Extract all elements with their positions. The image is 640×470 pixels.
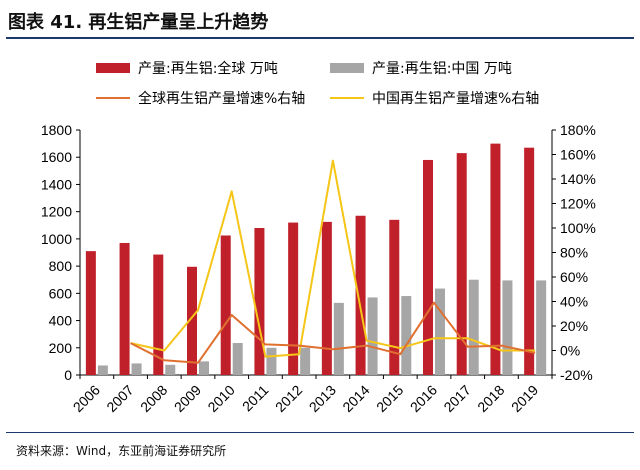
- left-tick-label: 800: [49, 258, 73, 274]
- x-tick-label: 2013: [306, 382, 339, 415]
- left-tick-label: 1200: [41, 204, 72, 220]
- title-bar: 图表 41. 再生铝产量呈上升趋势: [0, 0, 640, 40]
- bar-china: [232, 343, 243, 375]
- x-tick-label: 2011: [239, 382, 272, 415]
- bar-global: [119, 242, 130, 375]
- left-tick-label: 0: [64, 367, 72, 383]
- bar-china: [131, 363, 142, 375]
- x-tick-label: 2008: [137, 382, 170, 415]
- bar-global: [490, 143, 501, 375]
- legend-label-china-line: 中国再生铝产量增速%右轴: [372, 91, 540, 107]
- legend-item-china-bar: 产量:再生铝:中国 万吨: [330, 58, 512, 78]
- x-tick-label: 2010: [204, 382, 237, 415]
- right-tick-label: 120%: [560, 196, 596, 212]
- x-tick-label: 2014: [339, 382, 372, 415]
- legend-label-global-line: 全球再生铝产量增速%右轴: [138, 91, 306, 107]
- legend-label-global-bar: 产量:再生铝:全球 万吨: [138, 61, 278, 77]
- legend-item-global-line: 全球再生铝产量增速%右轴: [96, 88, 305, 108]
- right-tick-label: 20%: [560, 318, 588, 334]
- bar-china: [435, 288, 445, 375]
- left-tick-label: 1400: [41, 176, 72, 192]
- right-tick-label: 60%: [560, 269, 588, 285]
- right-tick-label: 0%: [560, 343, 580, 359]
- bar-china: [165, 364, 176, 375]
- legend-swatch-china-bar: [330, 63, 364, 73]
- bar-global: [355, 215, 366, 375]
- left-tick-label: 600: [49, 285, 73, 301]
- x-tick-label: 2018: [474, 382, 507, 415]
- right-tick-label: -20%: [560, 367, 593, 383]
- right-tick-label: 80%: [560, 245, 588, 261]
- legend-item-china-line: 中国再生铝产量增速%右轴: [330, 88, 539, 108]
- bar-china: [536, 280, 547, 375]
- bar-global: [220, 235, 231, 375]
- x-tick-label: 2016: [407, 382, 440, 415]
- left-tick-label: 1000: [41, 231, 72, 247]
- bar-china: [502, 280, 513, 375]
- right-tick-label: 100%: [560, 220, 596, 236]
- left-tick-label: 400: [49, 313, 73, 329]
- x-tick-label: 2007: [103, 382, 136, 415]
- bar-china: [199, 361, 209, 375]
- source-note: 资料来源：Wind，东亚前海证券研究所: [16, 444, 227, 458]
- bar-china: [266, 347, 277, 375]
- bar-global: [187, 266, 197, 375]
- bar-global: [85, 251, 96, 375]
- legend-swatch-china-line: [330, 97, 364, 99]
- x-tick-label: 2017: [440, 382, 473, 415]
- bar-china: [468, 279, 479, 375]
- left-tick-label: 200: [49, 340, 73, 356]
- line-china-growth: [130, 159, 536, 358]
- bar-global: [423, 159, 433, 375]
- right-tick-label: 140%: [560, 171, 596, 187]
- legend: 产量:再生铝:全球 万吨 产量:再生铝:中国 万吨 全球再生铝产量增速%右轴 中…: [0, 54, 640, 114]
- bar-china: [333, 302, 344, 375]
- right-tick-label: 180%: [560, 122, 596, 138]
- bar-china: [300, 347, 311, 375]
- right-tick-label: 40%: [560, 294, 588, 310]
- bar-global: [254, 228, 265, 375]
- x-tick-label: 2012: [272, 382, 305, 415]
- x-tick-label: 2006: [70, 382, 103, 415]
- title-underline: [6, 37, 634, 39]
- bar-global: [153, 254, 164, 375]
- chart-plot: 0 200 400 600 800 1000 1200 1400 1600 1800 -20% 0% 2…: [41, 122, 596, 415]
- left-tick-label: 1600: [41, 149, 72, 165]
- bar-global: [321, 221, 332, 375]
- left-tick-label: 1800: [41, 122, 72, 138]
- bar-china: [401, 296, 412, 375]
- right-tick-label: 160%: [560, 147, 596, 163]
- footer-divider: [6, 432, 634, 433]
- bar-global: [456, 153, 467, 375]
- legend-item-global-bar: 产量:再生铝:全球 万吨: [96, 58, 278, 78]
- x-tick-label: 2019: [508, 382, 541, 415]
- line-global-growth: [130, 301, 536, 364]
- bar-china: [367, 297, 378, 375]
- legend-label-china-bar: 产量:再生铝:中国 万吨: [372, 61, 512, 77]
- chart-title: 图表 41. 再生铝产量呈上升趋势: [8, 12, 269, 33]
- legend-swatch-global-line: [96, 97, 130, 99]
- bar-global: [524, 147, 535, 375]
- x-tick-label: 2015: [373, 382, 406, 415]
- bar-china: [97, 365, 108, 375]
- bar-global: [389, 219, 400, 375]
- x-tick-label: 2009: [171, 382, 204, 415]
- legend-swatch-global-bar: [96, 63, 130, 73]
- bar-global: [288, 222, 299, 375]
